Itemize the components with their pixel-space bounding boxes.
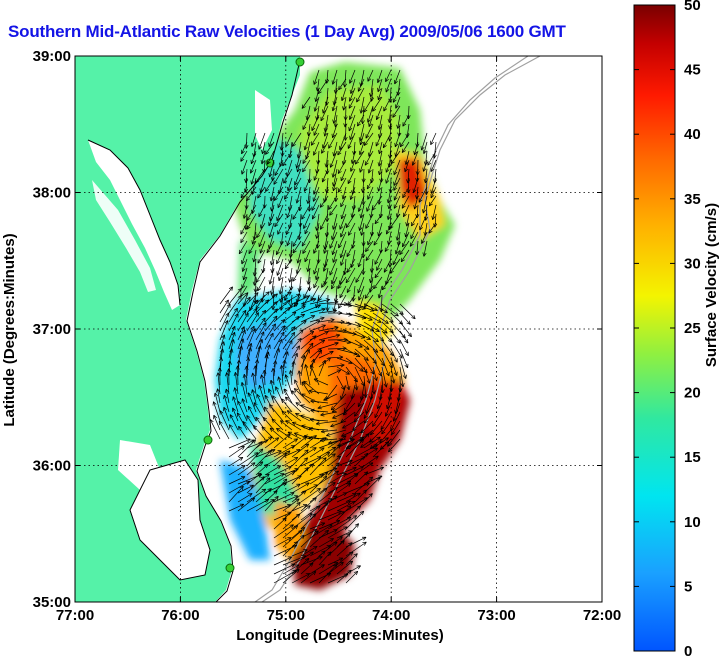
y-tick-label: 38:00 — [33, 185, 71, 202]
coastline — [87, 59, 301, 602]
colorbar-tick-label: 45 — [684, 62, 701, 79]
colorbar-tick-label: 10 — [684, 514, 701, 531]
x-tick-label: 72:00 — [583, 607, 621, 624]
y-tick-label: 37:00 — [33, 321, 71, 338]
velocity-vectors — [209, 69, 438, 584]
x-axis-label: Longitude (Degrees:Minutes) — [236, 627, 444, 644]
colorbar-tick-label: 5 — [684, 578, 692, 595]
colorbar-tick-label: 40 — [684, 126, 701, 143]
y-tick-label: 39:00 — [33, 48, 71, 65]
x-tick-label: 77:00 — [56, 607, 94, 624]
colorbar-tick-label: 25 — [684, 320, 701, 337]
colorbar — [633, 4, 676, 652]
colorbar-tick-label: 50 — [684, 0, 701, 14]
colorbar-tick-label: 20 — [684, 385, 701, 402]
colorbar-tick-label: 30 — [684, 255, 701, 272]
hf-radar-stations — [203, 57, 305, 573]
colorbar-tick-label: 35 — [684, 191, 701, 208]
y-tick-label: 35:00 — [33, 594, 71, 611]
x-tick-label: 74:00 — [372, 607, 410, 624]
map-title: Southern Mid-Atlantic Raw Velocities (1 … — [8, 22, 566, 41]
y-axis-label: Latitude (Degrees:Minutes) — [1, 233, 18, 426]
x-tick-label: 73:00 — [477, 607, 515, 624]
grid-lines — [75, 56, 602, 602]
colorbar-tick-label: 15 — [684, 449, 701, 466]
x-tick-label: 75:00 — [267, 607, 305, 624]
colorbar-tick-label: 0 — [684, 643, 692, 659]
x-tick-label: 76:00 — [161, 607, 199, 624]
y-tick-label: 36:00 — [33, 458, 71, 475]
colorbar-label: Surface Velocity (cm/s) — [703, 203, 720, 367]
